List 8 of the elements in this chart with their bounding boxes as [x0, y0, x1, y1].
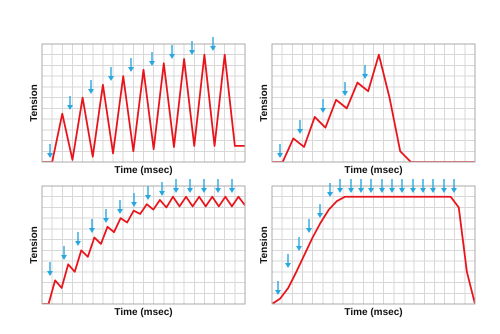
x-axis-title: Time (msec) — [344, 164, 403, 176]
y-axis-title: Tension — [28, 226, 40, 264]
y-axis-title: Tension — [28, 84, 40, 122]
x-axis-title: Time (msec) — [114, 306, 173, 318]
y-axis-title: Tension — [258, 84, 270, 122]
x-axis-title: Time (msec) — [344, 306, 403, 318]
y-axis-title: Tension — [258, 226, 270, 264]
x-axis-title: Time (msec) — [114, 164, 173, 176]
